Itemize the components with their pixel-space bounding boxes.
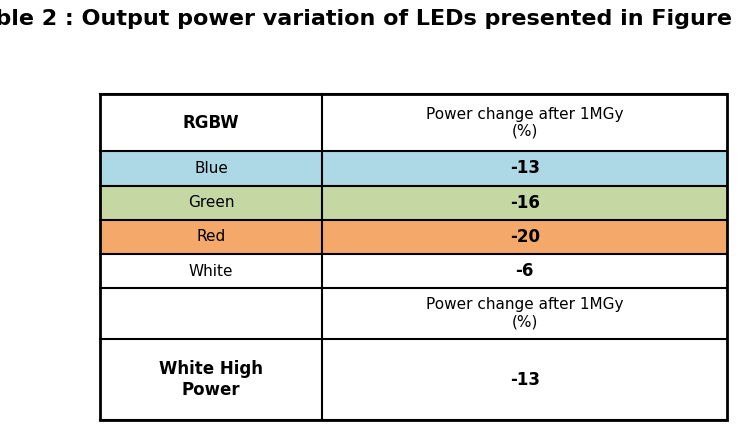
Text: Table 2 : Output power variation of LEDs presented in Figure 16: Table 2 : Output power variation of LEDs… — [0, 9, 738, 29]
FancyBboxPatch shape — [323, 94, 727, 151]
Text: Green: Green — [187, 195, 234, 210]
FancyBboxPatch shape — [323, 151, 727, 186]
Text: Power change after 1MGy
(%): Power change after 1MGy (%) — [426, 106, 624, 139]
Text: Blue: Blue — [194, 161, 228, 176]
Text: -6: -6 — [515, 262, 534, 280]
Text: Red: Red — [196, 230, 226, 245]
FancyBboxPatch shape — [323, 220, 727, 254]
FancyBboxPatch shape — [100, 339, 323, 420]
FancyBboxPatch shape — [323, 254, 727, 288]
Text: RGBW: RGBW — [183, 114, 239, 132]
Text: -13: -13 — [510, 371, 539, 389]
FancyBboxPatch shape — [323, 186, 727, 220]
FancyBboxPatch shape — [100, 94, 323, 151]
Text: White High
Power: White High Power — [159, 360, 263, 399]
Text: -20: -20 — [510, 228, 539, 246]
Text: Power change after 1MGy
(%): Power change after 1MGy (%) — [426, 297, 624, 330]
Text: -13: -13 — [510, 159, 539, 178]
FancyBboxPatch shape — [323, 339, 727, 420]
FancyBboxPatch shape — [100, 186, 323, 220]
FancyBboxPatch shape — [100, 254, 323, 288]
Text: -16: -16 — [510, 194, 539, 212]
FancyBboxPatch shape — [100, 288, 323, 339]
FancyBboxPatch shape — [100, 151, 323, 186]
FancyBboxPatch shape — [100, 220, 323, 254]
FancyBboxPatch shape — [323, 288, 727, 339]
Text: White: White — [189, 264, 233, 279]
